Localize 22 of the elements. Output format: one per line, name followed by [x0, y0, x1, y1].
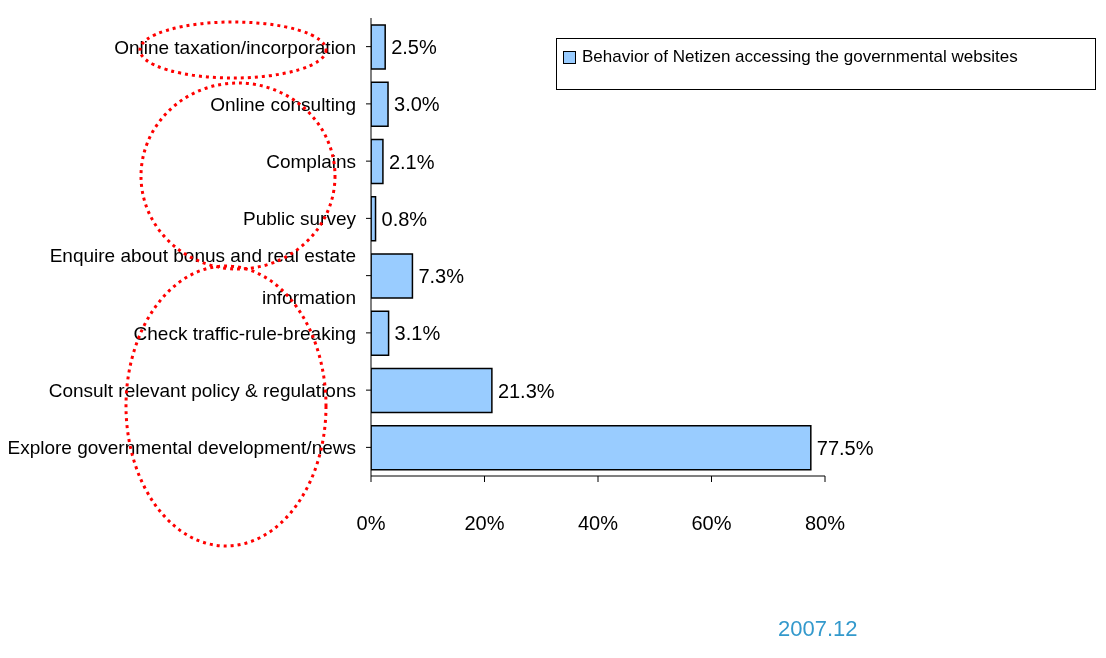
data-label: 21.3%: [497, 379, 555, 402]
y-tick-label: Online taxation/incorporation: [114, 36, 356, 58]
data-label: 2.1%: [388, 150, 435, 173]
data-label: 3.0%: [394, 93, 440, 116]
x-tick-label: 60%: [691, 512, 732, 535]
x-tick-label: 0%: [356, 512, 386, 535]
text: 2007.12: [778, 616, 858, 642]
y-tick-label: Explore governmental development/news: [7, 436, 356, 458]
legend-label: Behavior of Netizen accessing the governmental websites: [582, 47, 1018, 67]
y-tick-label: Online consulting: [210, 93, 356, 115]
data-label: 0.8%: [381, 207, 428, 230]
y-tick-label: Consult relevant policy & regulations: [48, 379, 356, 401]
x-tick-label: 20%: [464, 512, 505, 535]
y-tick-label: Check traffic-rule-breaking: [133, 322, 356, 344]
x-tick-label: 80%: [804, 512, 846, 535]
y-tick-label: Complains: [266, 150, 356, 172]
y-tick-label: Public survey: [243, 207, 357, 229]
data-label: 7.3%: [418, 265, 465, 288]
x-tick-label: 40%: [577, 512, 619, 535]
data-label: 77.5%: [816, 436, 874, 459]
data-label: 3.1%: [394, 322, 441, 345]
data-label: 2.5%: [391, 36, 437, 59]
